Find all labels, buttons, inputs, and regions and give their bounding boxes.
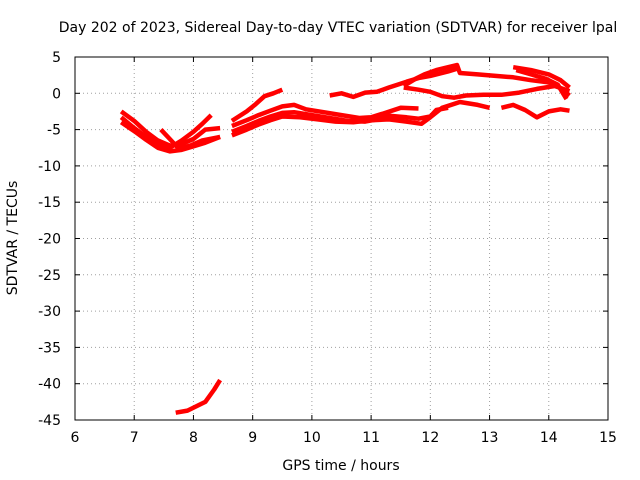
series-line-track-3 xyxy=(119,120,221,154)
y-tick-label: -5 xyxy=(47,123,61,139)
series-line-track-8 xyxy=(231,99,491,138)
x-tick-label: 7 xyxy=(130,430,139,446)
x-axis-label: GPS time / hours xyxy=(282,458,399,474)
y-axis-label: SDTVAR / TECUs xyxy=(5,181,21,296)
x-tick-label: 9 xyxy=(248,430,257,446)
y-tick-label: 5 xyxy=(52,50,61,66)
y-tick-label: -30 xyxy=(38,304,61,320)
y-tick-label: 0 xyxy=(52,86,61,102)
series-line-track-12 xyxy=(512,64,571,90)
series-line-track-10 xyxy=(403,83,571,100)
series-line-track-4 xyxy=(159,128,221,151)
y-tick-label: -25 xyxy=(38,268,61,284)
y-tick-label: -20 xyxy=(38,232,61,248)
y-tick-label: -45 xyxy=(38,413,61,429)
series-line-track-14 xyxy=(500,102,570,120)
chart-title: Day 202 of 2023, Sidereal Day-to-day VTE… xyxy=(59,20,617,36)
x-tick-label: 15 xyxy=(599,430,617,446)
x-tick-label: 6 xyxy=(71,430,80,446)
y-tick-label: -35 xyxy=(38,340,61,356)
series-line-track-6 xyxy=(231,102,419,129)
x-tick-label: 8 xyxy=(189,430,198,446)
series-line-track-2 xyxy=(119,113,213,151)
y-tick-label: -10 xyxy=(38,159,61,175)
x-tick-label: 11 xyxy=(362,430,380,446)
x-tick-label: 13 xyxy=(481,430,499,446)
series-line-track-5 xyxy=(230,87,284,123)
series-line-track-11 xyxy=(402,62,571,98)
series-line-track-15 xyxy=(175,378,223,415)
series-line-track-13 xyxy=(515,67,569,101)
series-line-track-9 xyxy=(329,65,461,100)
series-group xyxy=(119,62,571,415)
y-tick-label: -40 xyxy=(38,377,61,393)
x-tick-label: 12 xyxy=(421,430,439,446)
x-tick-label: 10 xyxy=(303,430,321,446)
axis-ticks: 6 7 8 9 10 11 12 13 14 15 5 0 -5 -10 -15 -20 -25 -30 -35 -4… xyxy=(38,50,617,446)
x-tick-label: 14 xyxy=(540,430,558,446)
y-tick-label: -15 xyxy=(38,195,61,211)
